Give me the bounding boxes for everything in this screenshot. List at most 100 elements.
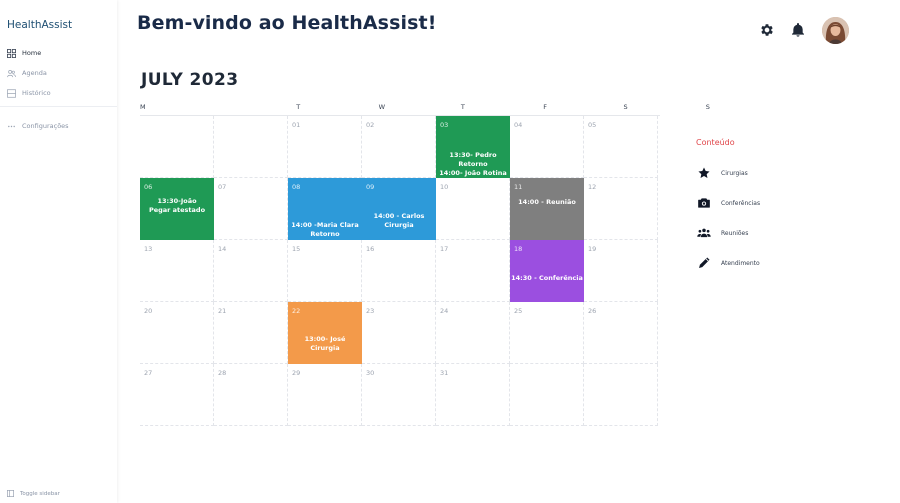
event-text: 14:00 - Carlos Cirurgia <box>373 212 425 229</box>
calendar-day-02[interactable]: 02 <box>362 116 437 178</box>
day-number: 18 <box>514 245 523 253</box>
legend-item-atendimento[interactable]: Atendimento <box>696 248 816 278</box>
sidebar-item-label: Agenda <box>22 69 47 77</box>
day-number: 22 <box>292 307 301 315</box>
event-text: 14:00 - Reunião <box>518 198 576 206</box>
calendar-day-21[interactable]: 21 <box>214 302 289 364</box>
calendar-day-26[interactable]: 26 <box>584 302 659 364</box>
calendar-day-30[interactable]: 30 <box>362 364 437 426</box>
day-number: 25 <box>514 307 523 315</box>
sidebar-item-home[interactable]: Home <box>7 43 112 63</box>
calendar-day-17[interactable]: 17 <box>436 240 511 302</box>
day-number: 30 <box>366 369 375 377</box>
legend-item-reunioes[interactable]: Reuniões <box>696 218 816 248</box>
day-number: 29 <box>292 369 301 377</box>
event-text: 13:30- Pedro Retorno 14:00- João Rotina <box>439 151 507 177</box>
content-legend-panel: Conteúdo Cirurgias Conferências Reuniões… <box>696 138 816 278</box>
bell-icon[interactable] <box>790 22 806 38</box>
calendar-cell-empty <box>140 116 215 178</box>
calendar-day-19[interactable]: 19 <box>584 240 659 302</box>
calendar-day-29[interactable]: 29 <box>288 364 363 426</box>
weekday-label: S <box>623 103 628 111</box>
event-text: 13:30-João Pegar atestado <box>148 197 206 214</box>
day-number: 06 <box>144 183 153 191</box>
calendar-day-31[interactable]: 31 <box>436 364 511 426</box>
sidebar-item-configuracoes[interactable]: Configurações <box>7 116 69 136</box>
legend-title: Conteúdo <box>696 138 735 147</box>
day-number: 23 <box>366 307 375 315</box>
legend-label: Atendimento <box>721 259 760 267</box>
weekday-label: S <box>705 103 710 111</box>
calendar-day-07[interactable]: 07 <box>214 178 289 240</box>
sidebar-toggle-icon <box>7 490 14 497</box>
day-number: 01 <box>292 121 301 129</box>
event-day-18[interactable]: 18 14:30 - Conferência <box>510 240 584 302</box>
group-icon <box>696 225 712 241</box>
calendar-day-01[interactable]: 01 <box>288 116 363 178</box>
event-text: 14:00 -Maria Clara Retorno <box>291 221 359 238</box>
sidebar-nav: Home Agenda Histórico <box>7 43 112 103</box>
calendar-day-04[interactable]: 04 <box>510 116 585 178</box>
sidebar-item-label: Histórico <box>22 89 51 97</box>
day-number: 16 <box>366 245 375 253</box>
more-icon <box>7 122 16 131</box>
calendar-cell-empty <box>510 364 585 426</box>
calendar-weekdays: M T W T F S S <box>140 100 710 115</box>
legend-item-cirurgias[interactable]: Cirurgias <box>696 158 816 188</box>
toggle-sidebar-label: Toggle sidebar <box>20 490 60 497</box>
day-number: 03 <box>440 121 449 129</box>
page-title: Bem-vindo ao HealthAssist! <box>137 12 437 34</box>
day-number: 13 <box>144 245 153 253</box>
event-day-11[interactable]: 11 14:00 - Reunião <box>510 178 584 240</box>
sidebar-item-label: Configurações <box>22 122 69 130</box>
calendar-day-14[interactable]: 14 <box>214 240 289 302</box>
event-day-06[interactable]: 06 13:30-João Pegar atestado <box>140 178 214 240</box>
star-icon <box>696 165 712 181</box>
day-number: 07 <box>218 183 227 191</box>
calendar-day-12[interactable]: 12 <box>584 178 659 240</box>
event-day-03[interactable]: 03 13:30- Pedro Retorno 14:00- João Roti… <box>436 116 510 178</box>
sidebar-item-label: Home <box>22 49 42 57</box>
calendar-grid: 01 02 04 05 07 10 12 13 14 15 16 17 19 2… <box>140 115 660 426</box>
day-number: 17 <box>440 245 449 253</box>
event-day-08[interactable]: 08 14:00 -Maria Clara Retorno <box>288 178 362 240</box>
calendar-day-28[interactable]: 28 <box>214 364 289 426</box>
camera-icon <box>696 195 712 211</box>
calendar-day-13[interactable]: 13 <box>140 240 215 302</box>
sidebar: HealthAssist Home Agenda Histórico <box>0 0 117 503</box>
weekday-label: F <box>543 103 547 111</box>
calendar-day-23[interactable]: 23 <box>362 302 437 364</box>
event-day-09[interactable]: 09 14:00 - Carlos Cirurgia <box>362 178 436 240</box>
day-number: 10 <box>440 183 449 191</box>
sidebar-item-agenda[interactable]: Agenda <box>7 63 112 83</box>
sidebar-divider <box>0 106 117 107</box>
avatar[interactable] <box>822 17 849 44</box>
calendar-day-15[interactable]: 15 <box>288 240 363 302</box>
day-number: 05 <box>588 121 597 129</box>
gear-icon[interactable] <box>759 22 775 38</box>
toggle-sidebar-button[interactable]: Toggle sidebar <box>7 490 60 497</box>
calendar-day-05[interactable]: 05 <box>584 116 659 178</box>
legend-item-conferencias[interactable]: Conferências <box>696 188 816 218</box>
day-number: 15 <box>292 245 301 253</box>
day-number: 02 <box>366 121 375 129</box>
calendar-day-16[interactable]: 16 <box>362 240 437 302</box>
day-number: 24 <box>440 307 449 315</box>
day-number: 31 <box>440 369 449 377</box>
calendar-cell-empty <box>214 116 289 178</box>
day-number: 26 <box>588 307 597 315</box>
day-number: 28 <box>218 369 227 377</box>
day-number: 21 <box>218 307 227 315</box>
day-number: 27 <box>144 369 153 377</box>
sidebar-item-historico[interactable]: Histórico <box>7 83 112 103</box>
calendar-day-10[interactable]: 10 <box>436 178 511 240</box>
calendar-day-24[interactable]: 24 <box>436 302 511 364</box>
legend-label: Reuniões <box>721 229 749 237</box>
day-number: 04 <box>514 121 523 129</box>
calendar-day-20[interactable]: 20 <box>140 302 215 364</box>
weekday-label: M <box>140 103 146 111</box>
event-day-22[interactable]: 22 13:00- José Cirurgia <box>288 302 362 364</box>
calendar-day-27[interactable]: 27 <box>140 364 215 426</box>
calendar-day-25[interactable]: 25 <box>510 302 585 364</box>
